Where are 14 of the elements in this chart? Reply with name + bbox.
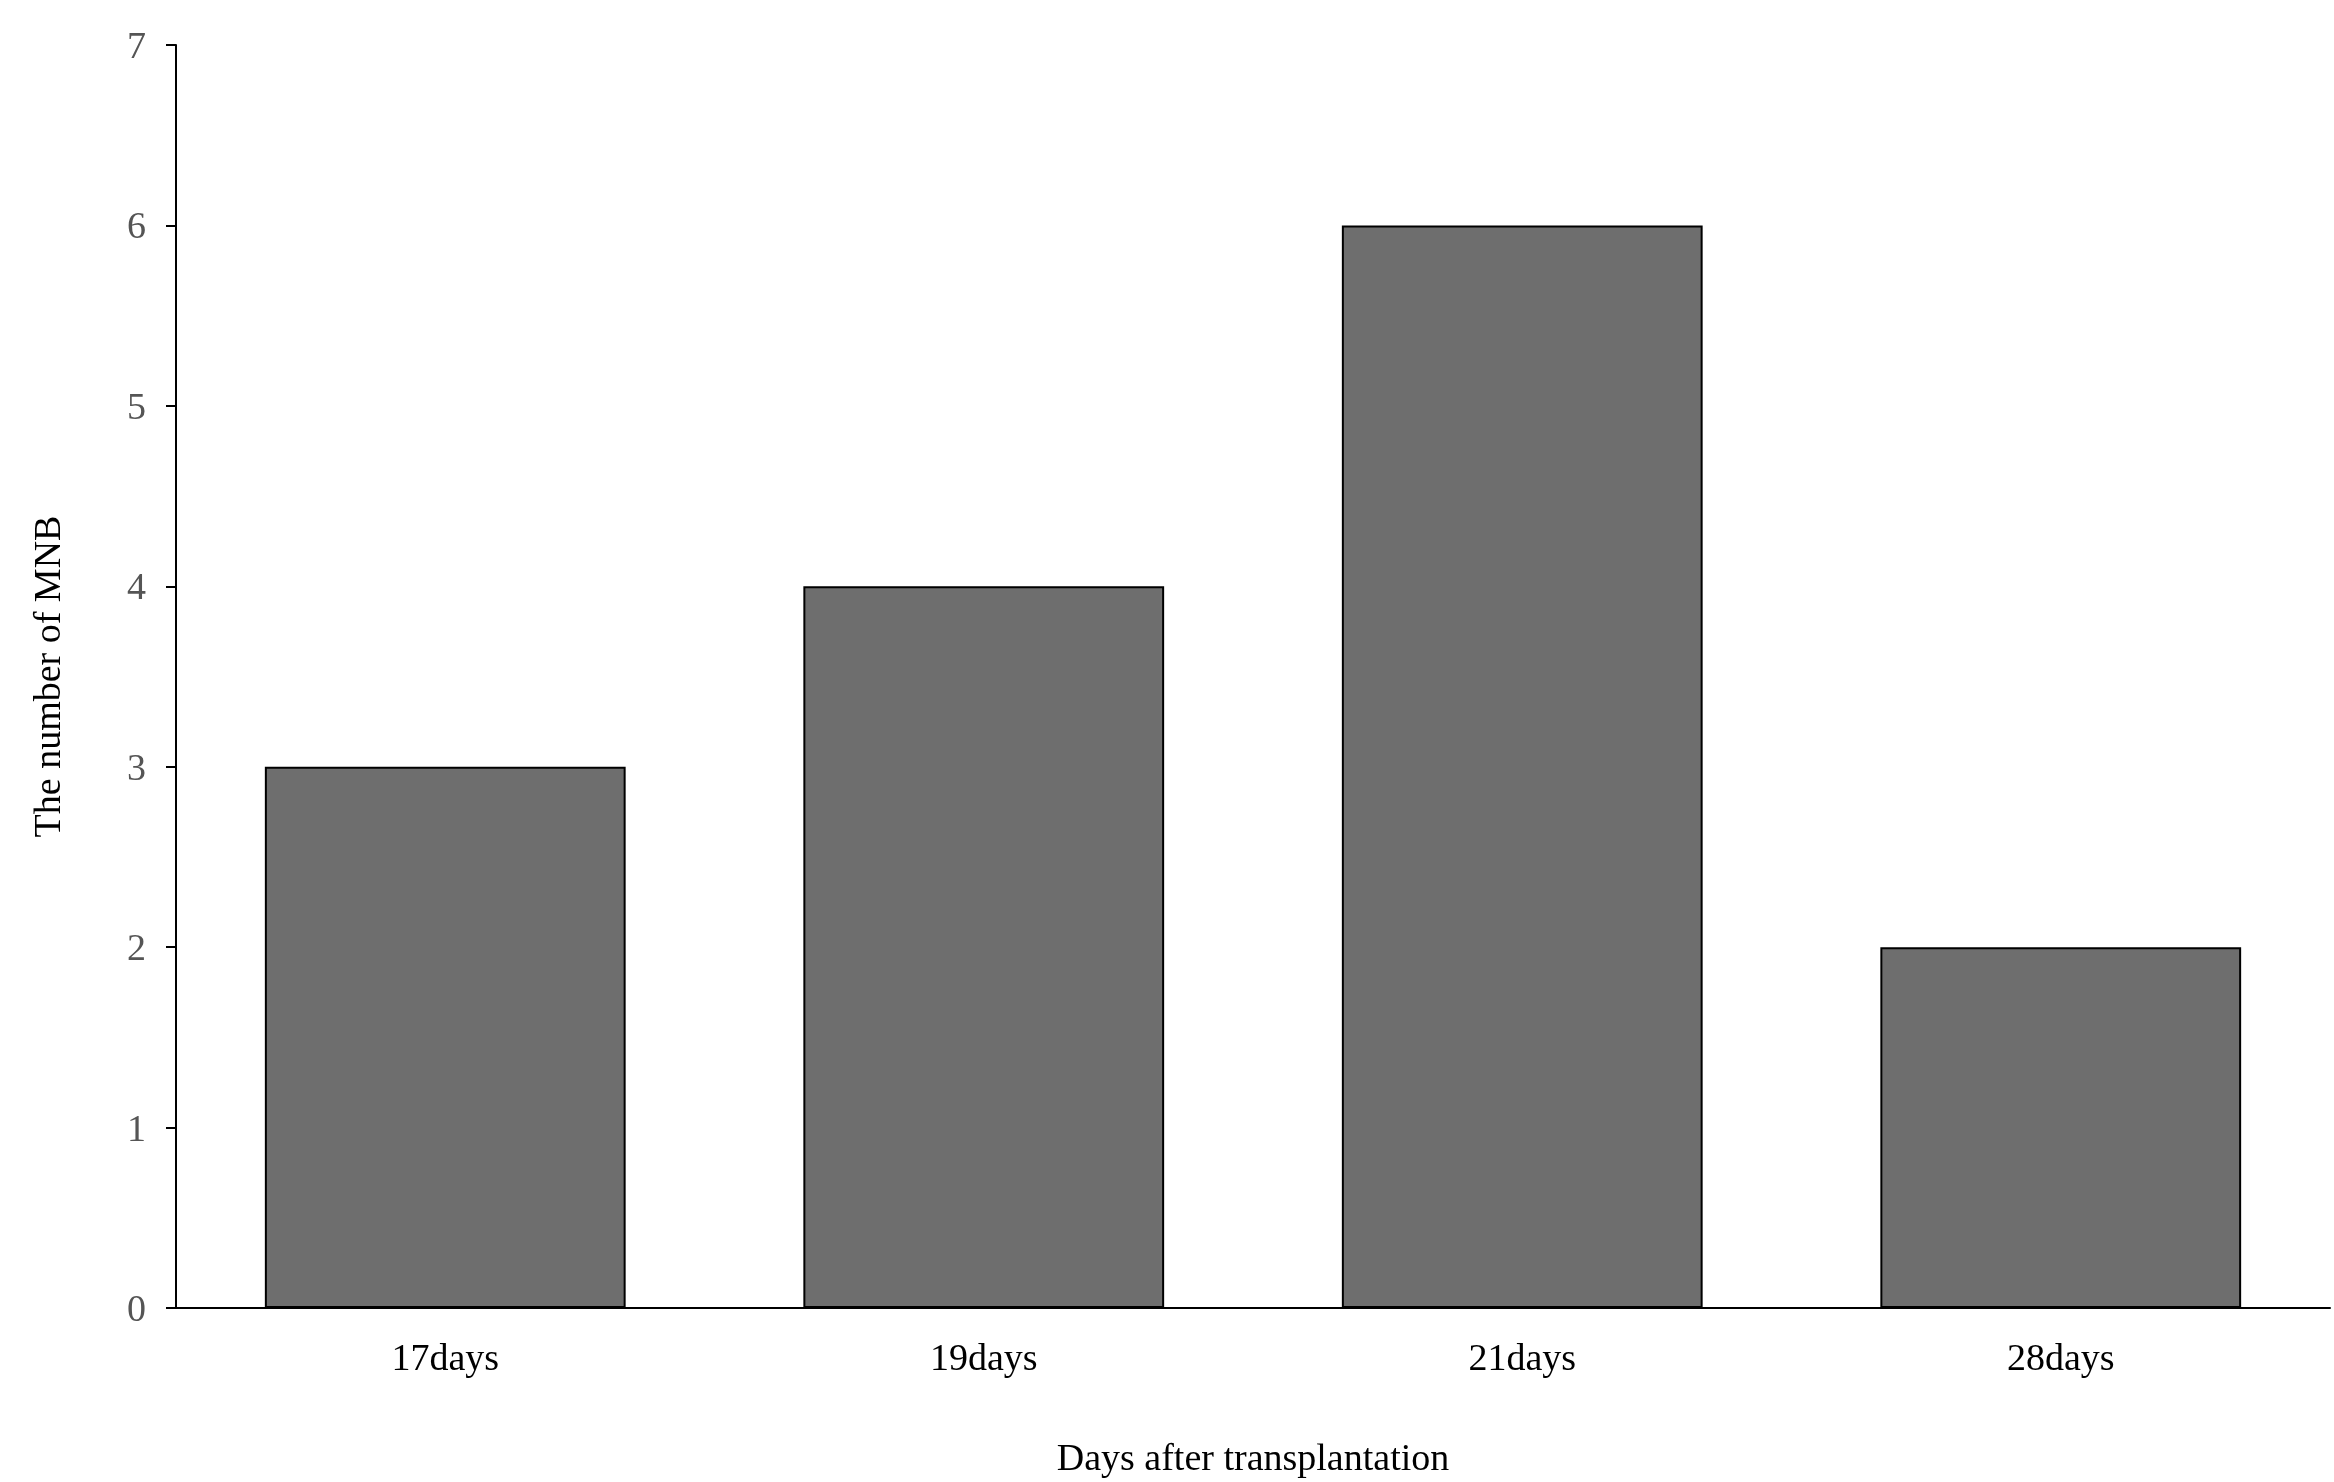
- x-axis-title: Days after transplantation: [1056, 1436, 1450, 1478]
- y-tick-label: 1: [127, 1106, 146, 1149]
- x-tick-label: 21days: [1468, 1336, 1577, 1378]
- x-tick-label: 28days: [2006, 1336, 2115, 1378]
- y-tick-label: 5: [127, 384, 146, 427]
- y-tick-label: 4: [127, 565, 146, 608]
- y-axis-title: The number of MNB: [26, 515, 68, 838]
- y-tick-label: 6: [127, 204, 146, 247]
- y-tick-label: 3: [127, 745, 146, 788]
- y-tick-label: 0: [127, 1287, 146, 1329]
- x-tick-label: 17days: [391, 1336, 500, 1378]
- y-tick-label: 2: [127, 926, 146, 969]
- y-tick-label: 7: [127, 24, 146, 66]
- x-tick-label: 19days: [929, 1336, 1038, 1378]
